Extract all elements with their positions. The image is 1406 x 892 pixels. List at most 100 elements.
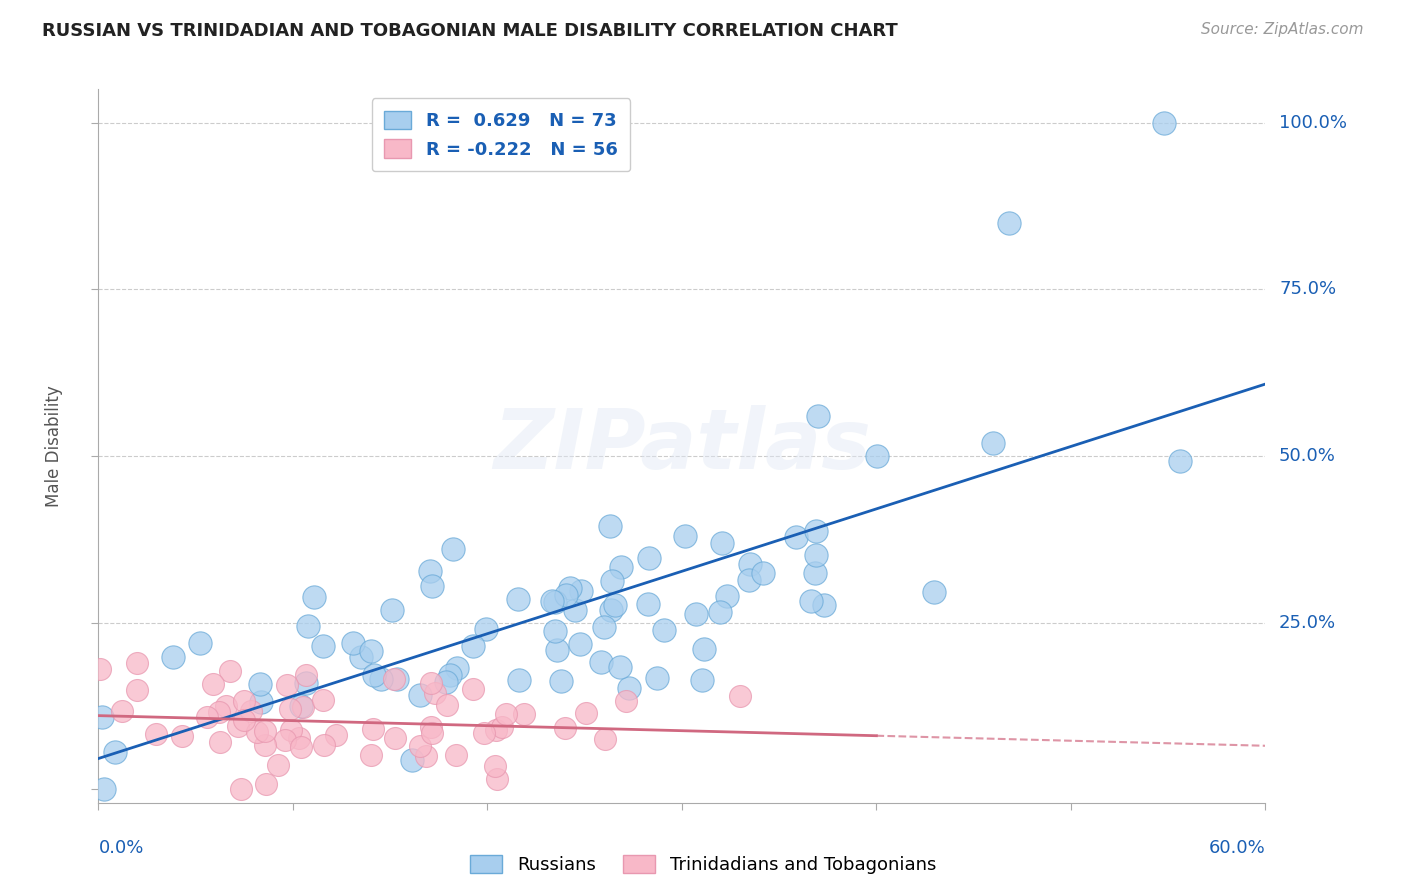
Point bbox=[738, 573, 761, 587]
Point bbox=[693, 642, 716, 657]
Point bbox=[420, 720, 443, 734]
Point bbox=[730, 689, 752, 703]
Point bbox=[232, 694, 254, 708]
Text: 100.0%: 100.0% bbox=[1279, 113, 1347, 131]
Point bbox=[276, 678, 298, 692]
Point bbox=[256, 777, 278, 791]
Point bbox=[711, 536, 734, 550]
Point bbox=[446, 661, 468, 675]
Point bbox=[420, 675, 443, 690]
Point bbox=[738, 558, 761, 572]
Point bbox=[495, 707, 517, 722]
Point bbox=[673, 528, 696, 542]
Point bbox=[280, 723, 302, 737]
Point bbox=[233, 713, 256, 727]
Point bbox=[254, 724, 277, 739]
Text: ZIPatlas: ZIPatlas bbox=[494, 406, 870, 486]
Point bbox=[226, 719, 249, 733]
Point bbox=[250, 695, 273, 709]
Point bbox=[599, 603, 621, 617]
Point bbox=[382, 672, 405, 686]
Point bbox=[472, 726, 495, 740]
Point bbox=[785, 530, 807, 544]
Point bbox=[127, 656, 149, 670]
Point bbox=[387, 672, 409, 686]
Point bbox=[637, 550, 659, 565]
Point bbox=[360, 643, 382, 657]
Point bbox=[807, 409, 830, 423]
Point bbox=[560, 581, 582, 595]
Point bbox=[609, 559, 631, 574]
Point bbox=[609, 659, 631, 673]
Text: Source: ZipAtlas.com: Source: ZipAtlas.com bbox=[1201, 22, 1364, 37]
Point bbox=[603, 598, 626, 612]
Point bbox=[541, 594, 564, 608]
Point bbox=[195, 710, 218, 724]
Text: 0.0%: 0.0% bbox=[98, 839, 143, 857]
Point bbox=[554, 721, 576, 735]
Point bbox=[645, 671, 668, 685]
Point bbox=[208, 705, 231, 719]
Point bbox=[208, 735, 231, 749]
Legend: R =  0.629   N = 73, R = -0.222   N = 56: R = 0.629 N = 73, R = -0.222 N = 56 bbox=[371, 98, 630, 171]
Legend: Russians, Trinidadians and Tobagonians: Russians, Trinidadians and Tobagonians bbox=[461, 846, 945, 883]
Point bbox=[806, 524, 828, 538]
Point bbox=[575, 706, 598, 720]
Point bbox=[436, 698, 458, 712]
Text: Male Disability: Male Disability bbox=[45, 385, 63, 507]
Text: 75.0%: 75.0% bbox=[1279, 280, 1336, 298]
Point bbox=[614, 694, 637, 708]
Point bbox=[419, 564, 441, 578]
Point bbox=[685, 607, 707, 622]
Point bbox=[363, 668, 385, 682]
Point bbox=[752, 566, 775, 581]
Point bbox=[420, 579, 443, 593]
Point bbox=[1168, 453, 1191, 467]
Point bbox=[104, 745, 127, 759]
Point bbox=[361, 723, 384, 737]
Point bbox=[543, 624, 565, 638]
Point bbox=[866, 449, 889, 463]
Point bbox=[550, 674, 572, 689]
Point bbox=[1153, 115, 1175, 129]
Point bbox=[91, 710, 114, 724]
Point bbox=[506, 591, 529, 606]
Point bbox=[420, 726, 443, 740]
Point bbox=[125, 683, 148, 698]
Point bbox=[381, 603, 404, 617]
Point bbox=[89, 662, 111, 676]
Point bbox=[188, 636, 211, 650]
Point bbox=[568, 637, 591, 651]
Point bbox=[434, 674, 457, 689]
Point bbox=[342, 636, 364, 650]
Point bbox=[439, 668, 461, 682]
Point bbox=[441, 542, 464, 557]
Point bbox=[813, 598, 835, 612]
Point bbox=[595, 732, 617, 747]
Point bbox=[513, 706, 536, 721]
Point bbox=[201, 677, 224, 691]
Point bbox=[273, 732, 295, 747]
Point bbox=[804, 548, 827, 562]
Point bbox=[111, 704, 134, 718]
Point bbox=[716, 589, 738, 603]
Point bbox=[463, 682, 485, 697]
Text: 25.0%: 25.0% bbox=[1279, 614, 1336, 632]
Point bbox=[215, 699, 238, 714]
Point bbox=[278, 702, 301, 716]
Point bbox=[254, 738, 277, 752]
Text: 60.0%: 60.0% bbox=[1209, 839, 1265, 857]
Point bbox=[415, 749, 437, 764]
Point bbox=[290, 699, 312, 714]
Point bbox=[295, 668, 318, 682]
Point bbox=[409, 739, 432, 753]
Point bbox=[546, 643, 568, 657]
Point bbox=[314, 738, 336, 752]
Point bbox=[239, 704, 262, 718]
Point bbox=[249, 677, 271, 691]
Point bbox=[295, 676, 318, 690]
Point bbox=[652, 624, 675, 638]
Point bbox=[593, 620, 616, 634]
Point bbox=[600, 574, 623, 588]
Point bbox=[491, 720, 513, 734]
